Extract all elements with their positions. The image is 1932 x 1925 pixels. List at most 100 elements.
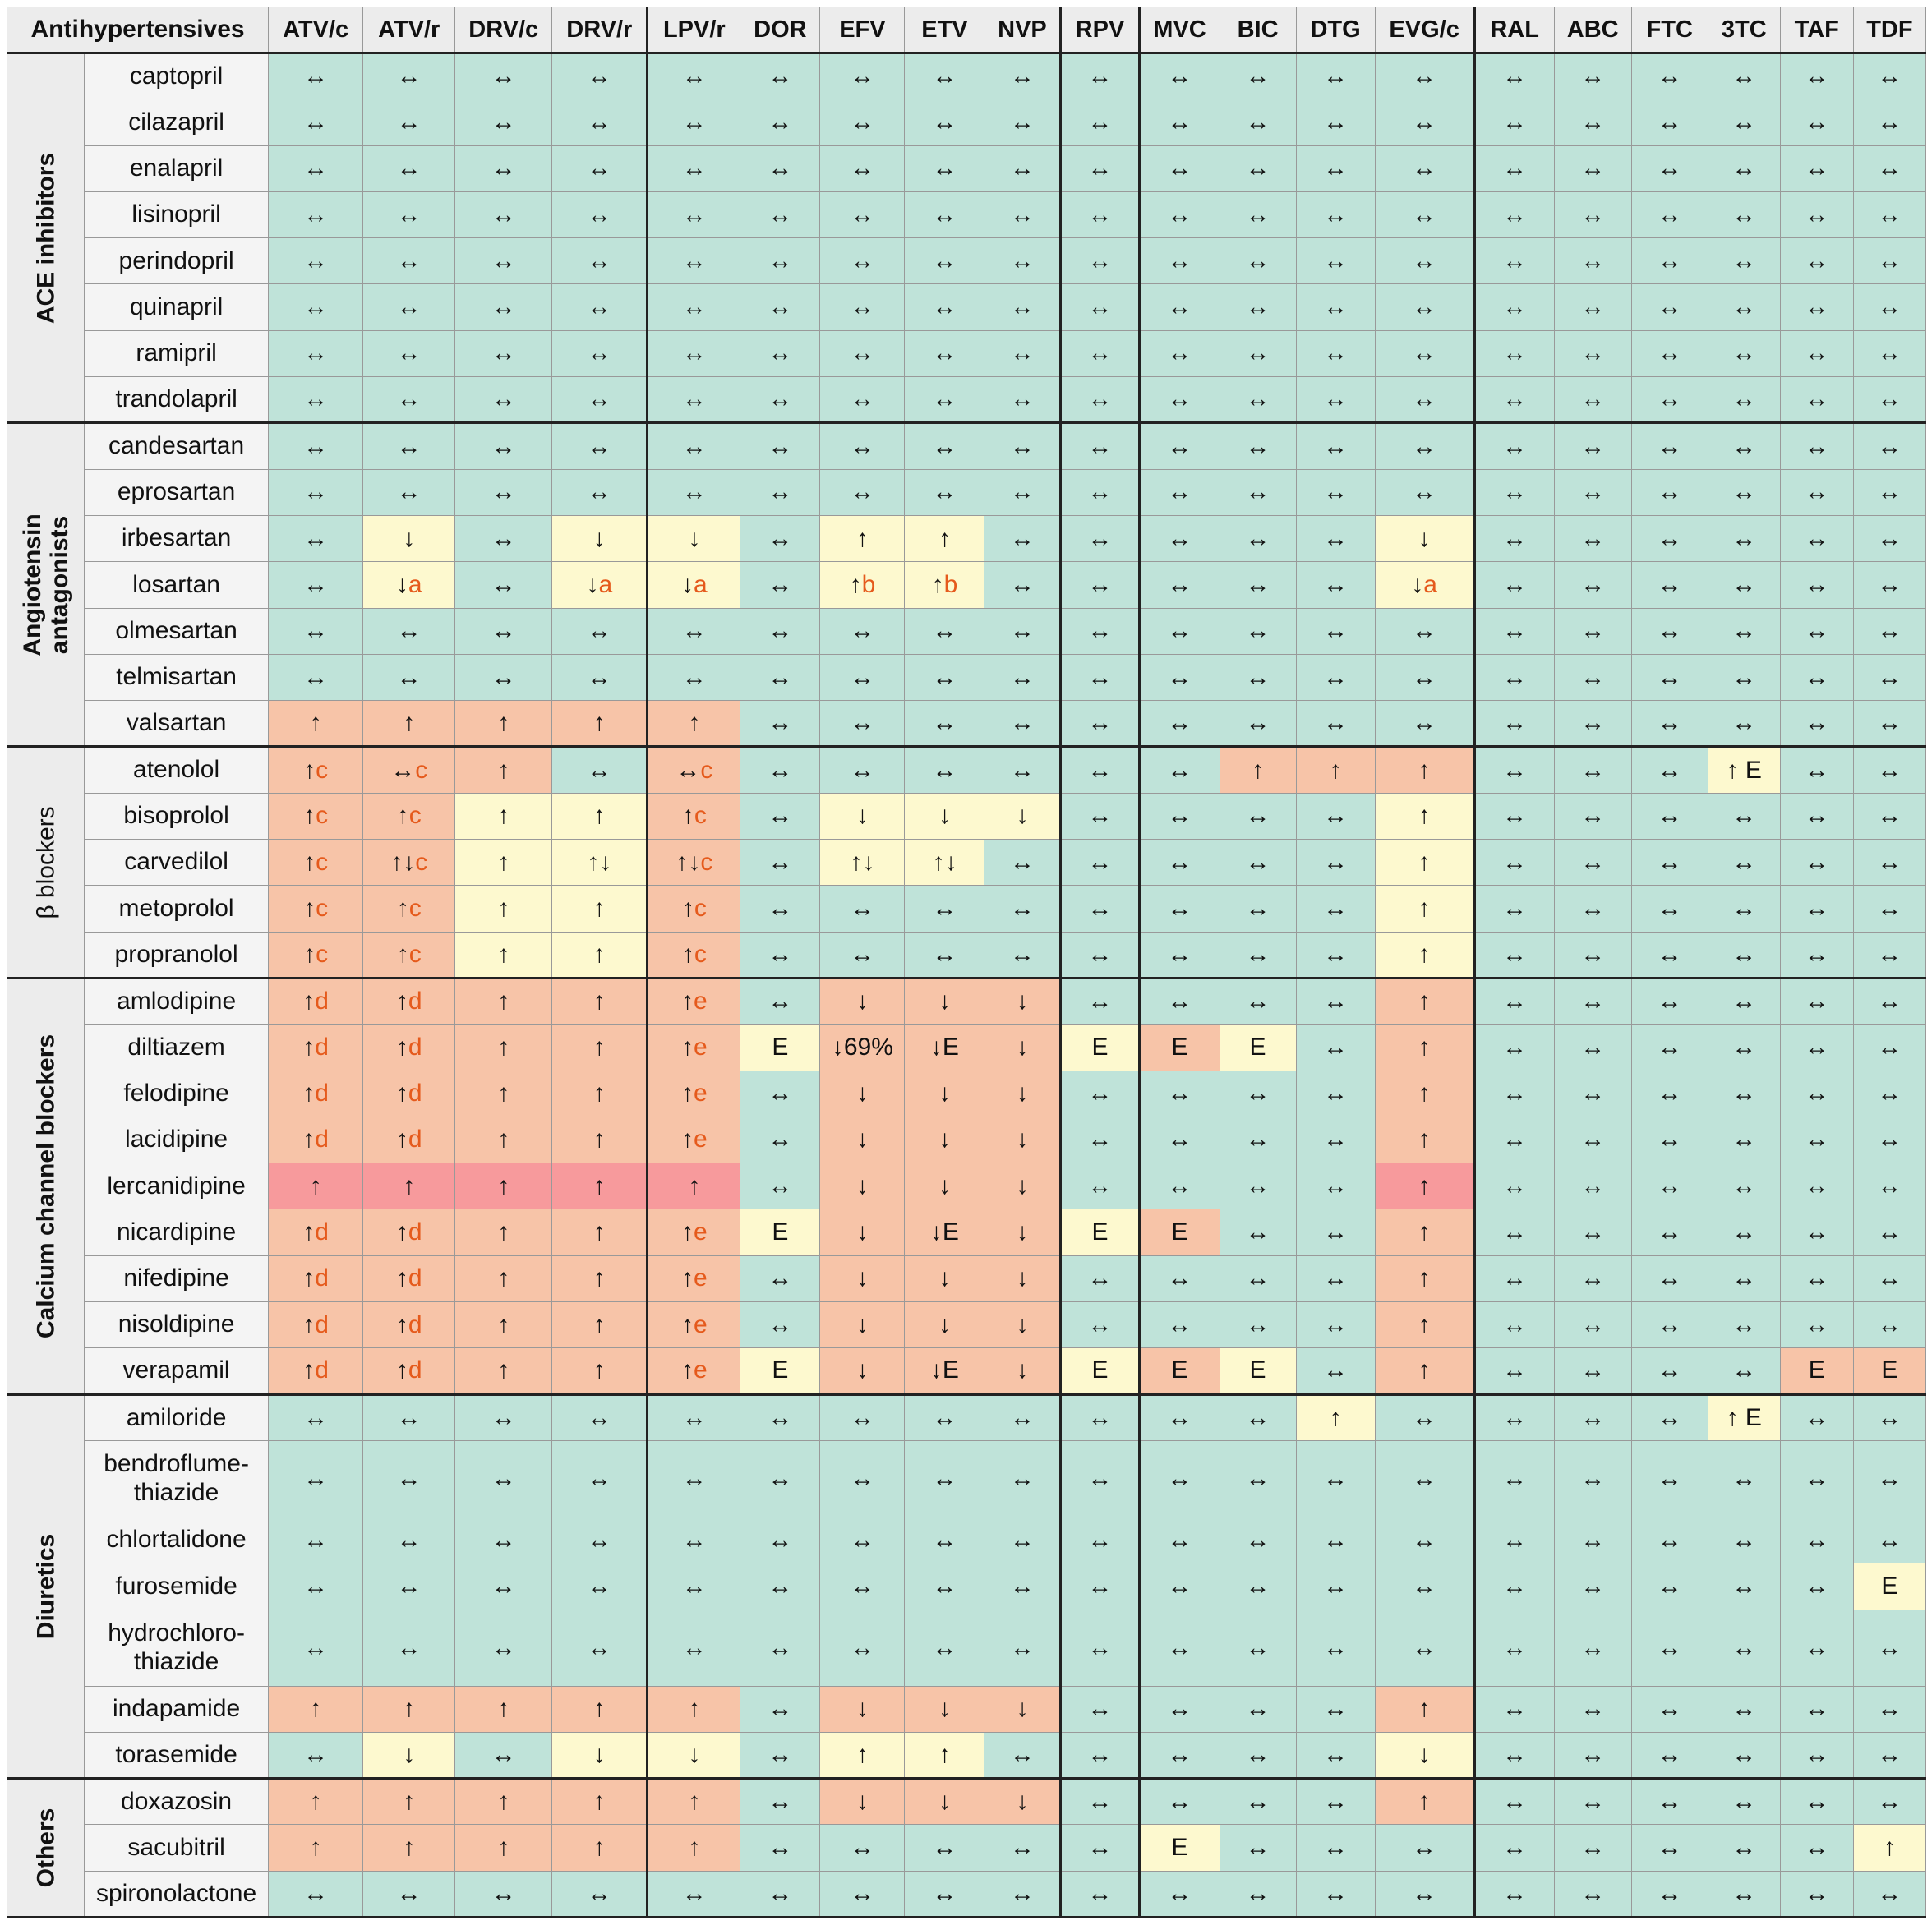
interaction-symbol: ↔ bbox=[1167, 1080, 1192, 1108]
interaction-symbol: ↔ bbox=[681, 617, 707, 645]
interaction-symbol: ↔ bbox=[1502, 1526, 1528, 1554]
interaction-symbol: ↔ bbox=[1731, 894, 1757, 922]
interaction-cell: ↔ bbox=[646, 329, 741, 378]
interaction-symbol: ↑ bbox=[688, 1788, 701, 1816]
interaction-symbol: ↔ bbox=[1087, 1633, 1113, 1661]
interaction-cell: ↔ bbox=[1473, 1439, 1555, 1517]
interaction-symbol: ↔ bbox=[768, 894, 793, 922]
drug-name: perindopril bbox=[84, 237, 270, 285]
interaction-symbol: ↔ bbox=[1323, 1740, 1349, 1768]
interaction-cell: ↔ bbox=[1473, 376, 1555, 425]
interaction-symbol: ↔ bbox=[1412, 1403, 1437, 1431]
interaction-cell: ↔ bbox=[1473, 51, 1555, 100]
interaction-cell: ↔ bbox=[268, 1439, 364, 1517]
interaction-cell: ↓ bbox=[984, 1255, 1062, 1303]
interaction-cell: ↔ bbox=[1630, 1163, 1708, 1210]
table-row: bisoprolol ↑c ↑c ↑ ↑ ↑c ↔ ↓ ↓ ↓ ↔ ↔ ↔ ↔ ↑ ↔ ↔ ↔ ↔ ↔ ↔ bbox=[7, 792, 1927, 840]
interaction-cell: ↔ bbox=[362, 191, 456, 239]
interaction-cell: ↔ bbox=[454, 1516, 553, 1564]
interaction-symbol: ↔ bbox=[1167, 1788, 1192, 1816]
interaction-cell: ↔ bbox=[1374, 191, 1475, 239]
drug-name: irbesartan bbox=[84, 514, 270, 563]
interaction-cell: ↔ bbox=[1707, 1824, 1781, 1872]
interaction-symbol: ↑↓ bbox=[390, 848, 416, 876]
interaction-cell: ↔ bbox=[1219, 421, 1297, 470]
interaction-symbol: ↔ bbox=[850, 1633, 875, 1661]
interaction-cell: E bbox=[1852, 1347, 1927, 1396]
drug-name: chlortalidone bbox=[84, 1516, 270, 1564]
interaction-cell: ↔ bbox=[1852, 514, 1927, 563]
interaction-cell: ↔ bbox=[1473, 468, 1555, 516]
interaction-symbol: ↑ bbox=[497, 1264, 510, 1292]
interaction-cell: ↔ bbox=[1473, 653, 1555, 702]
interaction-symbol: ↔ bbox=[768, 940, 793, 968]
interaction-cell: ↔ bbox=[1137, 653, 1220, 702]
interaction-cell: ↔ bbox=[1295, 976, 1376, 1025]
interaction-symbol: ↔ bbox=[850, 62, 875, 90]
interaction-symbol: ↔ bbox=[1245, 385, 1270, 413]
interaction-cell: ↑ bbox=[646, 1777, 741, 1826]
interaction-cell: ↔ bbox=[1852, 653, 1927, 702]
column-header-mvc: MVC bbox=[1137, 7, 1220, 53]
footnote-marker: d bbox=[315, 1080, 329, 1108]
interaction-cell: ↔ bbox=[1219, 931, 1297, 979]
interaction-symbol: ↔ bbox=[1877, 894, 1902, 922]
interaction-symbol: ↔ bbox=[303, 1740, 329, 1768]
interaction-symbol: ↔ bbox=[1245, 432, 1270, 460]
interaction-cell: ↔ bbox=[1779, 1563, 1854, 1610]
interaction-cell: ↓ bbox=[362, 514, 456, 563]
table-row: bendroflume-thiazide ↔ ↔ ↔ ↔ ↔ ↔ ↔ ↔ ↔ ↔ ↔ ↔ ↔ ↔ ↔ ↔ ↔ ↔ ↔ ↔ bbox=[7, 1439, 1927, 1517]
interaction-symbol: ↑ bbox=[1329, 756, 1342, 784]
interaction-cell: ↔ bbox=[740, 1777, 821, 1826]
interaction-cell: ↑ bbox=[454, 1209, 553, 1256]
interaction-symbol: ↔ bbox=[1087, 154, 1113, 182]
interaction-cell: ↔ bbox=[1295, 376, 1376, 425]
interaction-cell: ↔ bbox=[1852, 191, 1927, 239]
footnote-marker: b bbox=[943, 570, 958, 598]
drug-name: indapamide bbox=[84, 1685, 270, 1733]
interaction-cell: ↔ bbox=[1295, 1301, 1376, 1349]
interaction-cell: ↔ bbox=[1219, 1609, 1297, 1687]
column-header-rpv: RPV bbox=[1059, 7, 1140, 53]
drug-name: nisoldipine bbox=[84, 1301, 270, 1349]
interaction-cell: ↔ bbox=[1630, 1024, 1708, 1071]
interaction-symbol: ↔ bbox=[1087, 478, 1113, 506]
interaction-symbol: ↔ bbox=[681, 154, 707, 182]
interaction-cell: ↑d bbox=[362, 1301, 456, 1349]
interaction-symbol: ↔ bbox=[1167, 478, 1192, 506]
table-row: propranolol ↑c ↑c ↑ ↑ ↑c ↔ ↔ ↔ ↔ ↔ ↔ ↔ ↔ ↑ ↔ ↔ ↔ ↔ ↔ ↔ bbox=[7, 931, 1927, 979]
interaction-symbol: ↑ bbox=[302, 1080, 316, 1108]
interaction-symbol: ↔ bbox=[1167, 848, 1192, 876]
interaction-cell: ↔ bbox=[1707, 421, 1781, 470]
interaction-cell: ↔ bbox=[268, 421, 364, 470]
interaction-cell: ↔ bbox=[454, 1609, 553, 1687]
interaction-cell: ↔ bbox=[1553, 561, 1632, 609]
interaction-cell: ↔ bbox=[551, 653, 648, 702]
interaction-symbol: ↔ bbox=[1009, 1633, 1035, 1661]
interaction-symbol: ↔ bbox=[1657, 1172, 1682, 1200]
interaction-cell: ↔ bbox=[740, 191, 821, 239]
column-header-drv-c: DRV/c bbox=[454, 7, 553, 53]
interaction-symbol: ↔ bbox=[1009, 200, 1035, 228]
interaction-symbol: ↔ bbox=[587, 617, 612, 645]
interaction-cell: ↔ bbox=[1295, 1731, 1376, 1780]
interaction-symbol: ↔ bbox=[1731, 1310, 1757, 1338]
interaction-symbol: ↑ bbox=[497, 848, 510, 876]
interaction-cell: ↑ bbox=[1374, 931, 1475, 979]
interaction-symbol: ↔ bbox=[396, 339, 422, 367]
interaction-cell: ↔ bbox=[1473, 1070, 1555, 1117]
interaction-cell: ↔ bbox=[1630, 700, 1708, 748]
interaction-cell: ↑↓c bbox=[646, 839, 741, 887]
interaction-cell: ↔ bbox=[1852, 145, 1927, 192]
interaction-cell: ↓ bbox=[984, 1685, 1062, 1733]
interaction-cell: ↔ bbox=[1852, 1870, 1927, 1918]
interaction-cell: ↔ bbox=[1707, 653, 1781, 702]
interaction-symbol: ↔ bbox=[1877, 524, 1902, 552]
interaction-symbol: ↔ bbox=[932, 756, 957, 784]
interaction-symbol: ↔ bbox=[1323, 1526, 1349, 1554]
interaction-cell: ↔ bbox=[819, 329, 906, 378]
interaction-cell: ↑d bbox=[268, 1024, 364, 1071]
interaction-symbol: ↔ bbox=[1580, 894, 1606, 922]
table-row: Angiotensin antagonists candesartan ↔ ↔ ↔ ↔ ↔ ↔ ↔… bbox=[6, 421, 1927, 748]
interaction-symbol: ↔ bbox=[1009, 894, 1035, 922]
